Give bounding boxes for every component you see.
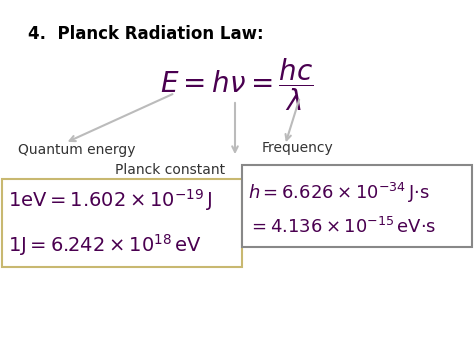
Text: $E = h\nu = \dfrac{hc}{\lambda}$: $E = h\nu = \dfrac{hc}{\lambda}$ [160, 57, 314, 113]
Bar [242, 165, 472, 247]
Text: $= 4.136\times10^{-15}\,\mathrm{eV{\cdot}s}$: $= 4.136\times10^{-15}\,\mathrm{eV{\cdot… [248, 217, 437, 237]
Text: $1\mathrm{J} = 6.242\times10^{18}\,\mathrm{eV}$: $1\mathrm{J} = 6.242\times10^{18}\,\math… [8, 232, 202, 258]
Text: Quantum energy: Quantum energy [18, 143, 136, 157]
Text: Planck constant: Planck constant [115, 163, 225, 177]
Text: $h = 6.626\times10^{-34}\,\mathrm{J{\cdot}s}$: $h = 6.626\times10^{-34}\,\mathrm{J{\cdo… [248, 181, 430, 205]
Bar [2, 179, 242, 267]
Text: Frequency: Frequency [262, 141, 334, 155]
Text: 4.  Planck Radiation Law:: 4. Planck Radiation Law: [28, 25, 264, 43]
Text: $1\mathrm{eV} = 1.602\times10^{-19}\,\mathrm{J}$: $1\mathrm{eV} = 1.602\times10^{-19}\,\ma… [8, 187, 213, 213]
